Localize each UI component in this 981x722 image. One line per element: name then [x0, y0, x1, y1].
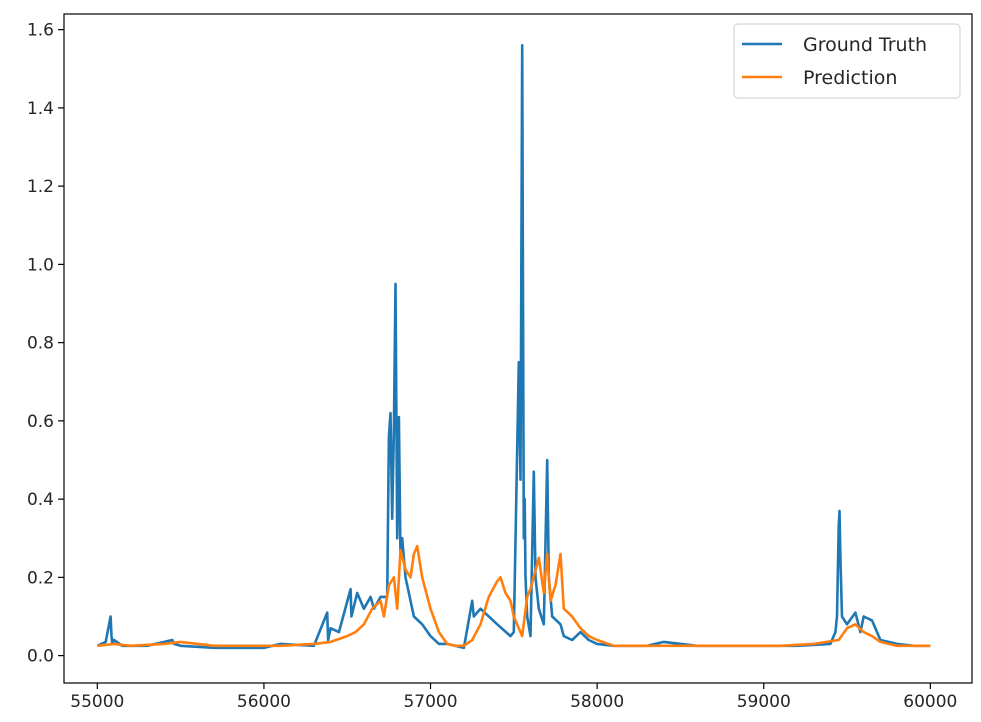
legend-label: Prediction: [803, 67, 897, 89]
y-tick-label: 1.2: [27, 177, 54, 197]
x-axis: 55000 56000 57000 58000 59000 60000: [70, 683, 957, 712]
y-tick-label: 0.2: [27, 568, 54, 588]
y-tick-label: 0.6: [27, 412, 54, 432]
y-tick-label: 1.6: [27, 21, 54, 41]
y-tick-label: 0.0: [27, 647, 54, 667]
legend-label: Ground Truth: [803, 34, 927, 56]
x-tick-label: 57000: [403, 692, 457, 712]
x-tick-label: 59000: [737, 692, 791, 712]
y-axis: 0.0 0.2 0.4 0.6 0.8 1.0 1.2 1.4 1.6: [27, 21, 64, 667]
x-tick-label: 56000: [237, 692, 291, 712]
x-tick-label: 55000: [70, 692, 124, 712]
y-tick-label: 1.4: [27, 99, 54, 119]
legend: Ground Truth Prediction: [733, 23, 961, 99]
axes-frame: [63, 13, 973, 684]
y-tick-label: 1.0: [27, 255, 54, 275]
y-tick-label: 0.8: [27, 334, 54, 354]
x-tick-label: 58000: [570, 692, 624, 712]
y-tick-label: 0.4: [27, 490, 54, 510]
x-tick-label: 60000: [903, 692, 957, 712]
series-line-prediction: [97, 544, 931, 648]
legend-box: [733, 23, 961, 99]
plot-area: [96, 43, 931, 650]
